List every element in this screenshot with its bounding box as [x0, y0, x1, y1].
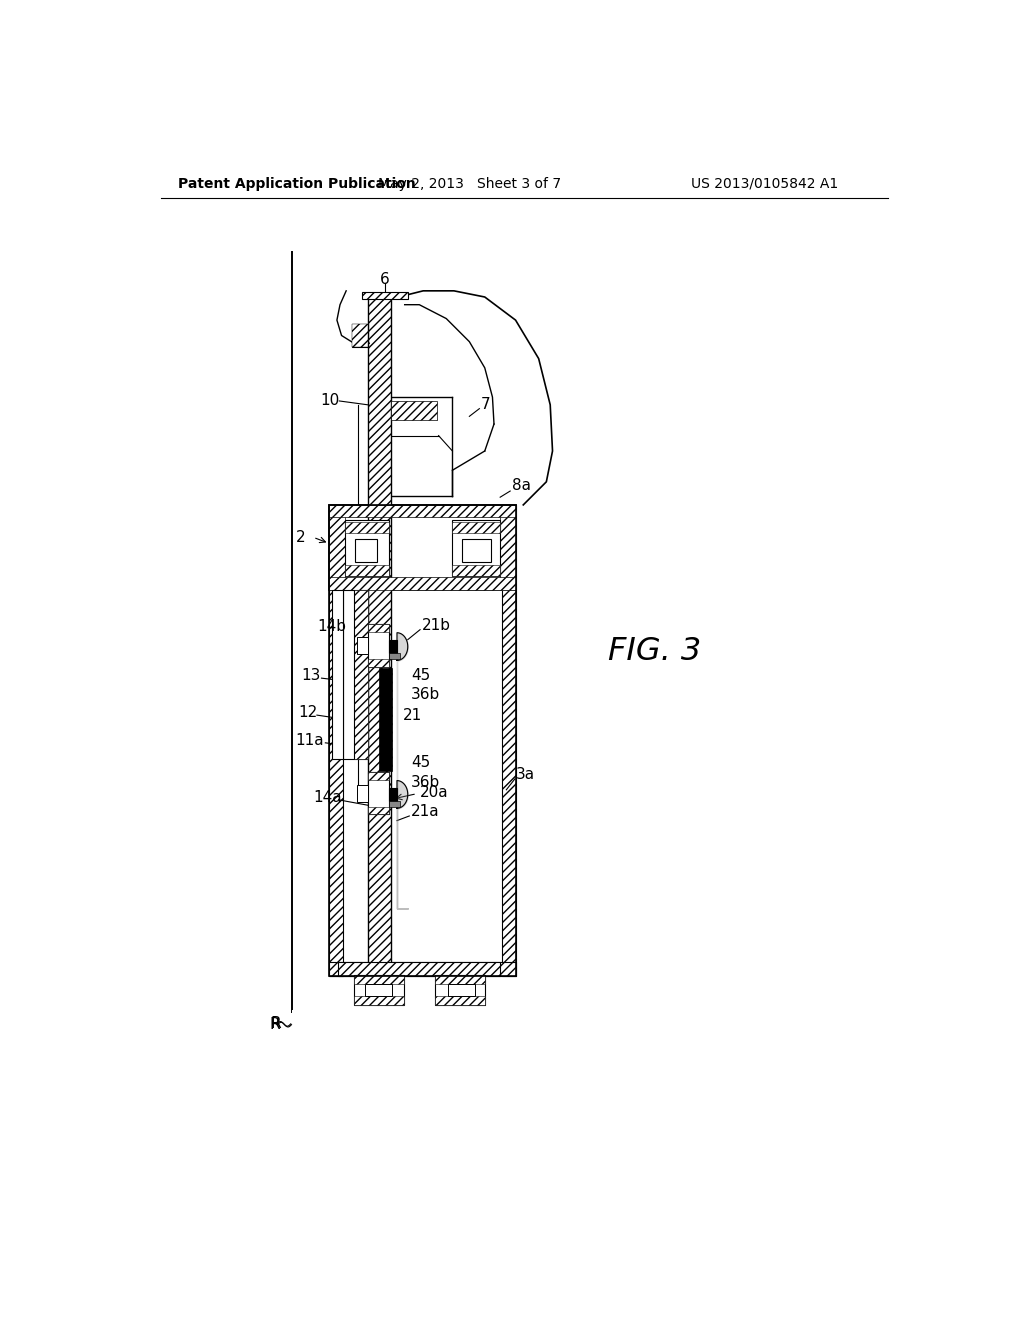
Bar — [354, 997, 403, 1006]
Text: Patent Application Publication: Patent Application Publication — [178, 177, 416, 191]
Bar — [343, 590, 354, 759]
Bar — [354, 590, 368, 759]
Bar — [500, 506, 515, 590]
Text: 12: 12 — [298, 705, 317, 721]
Bar — [389, 640, 397, 653]
Text: 21b: 21b — [422, 618, 451, 632]
Text: 14b: 14b — [316, 619, 346, 634]
Text: May 2, 2013   Sheet 3 of 7: May 2, 2013 Sheet 3 of 7 — [378, 177, 561, 191]
Bar — [435, 974, 484, 1006]
Bar — [339, 962, 500, 977]
Bar — [389, 653, 400, 659]
Bar — [345, 565, 389, 576]
Bar — [330, 590, 343, 977]
Text: R: R — [270, 1016, 282, 1031]
Bar — [379, 668, 392, 771]
Bar — [330, 506, 515, 977]
Bar — [453, 520, 500, 576]
Bar — [330, 506, 345, 590]
Text: 14a: 14a — [313, 789, 342, 805]
Text: 20a: 20a — [420, 784, 449, 800]
Bar — [330, 577, 515, 590]
Bar — [391, 401, 437, 420]
Bar — [352, 323, 368, 347]
Bar — [354, 590, 368, 759]
Text: 45: 45 — [411, 668, 430, 684]
Text: R: R — [269, 1018, 280, 1032]
Text: 45: 45 — [411, 755, 430, 770]
Bar — [389, 800, 400, 807]
Bar — [368, 293, 391, 784]
Bar — [352, 323, 368, 347]
Text: 21: 21 — [403, 709, 422, 723]
Bar — [368, 784, 391, 977]
Bar — [453, 565, 500, 576]
Bar — [345, 520, 389, 576]
Bar — [366, 983, 392, 997]
Text: 13: 13 — [301, 668, 321, 684]
Bar — [453, 521, 500, 533]
Bar — [368, 659, 389, 667]
Bar — [502, 506, 515, 977]
Bar — [435, 974, 484, 983]
Bar — [330, 962, 515, 977]
Bar — [357, 638, 368, 655]
Bar — [368, 624, 389, 667]
Bar — [447, 983, 475, 997]
Bar — [435, 997, 484, 1006]
Bar — [368, 772, 389, 814]
Text: 10: 10 — [321, 393, 340, 408]
Bar — [354, 974, 403, 1006]
Text: 6: 6 — [380, 272, 389, 286]
Bar — [357, 785, 368, 803]
Text: 36b: 36b — [411, 775, 440, 789]
Bar — [368, 807, 389, 814]
Text: 3a: 3a — [515, 767, 535, 781]
Text: 2: 2 — [296, 529, 306, 545]
Text: 8a: 8a — [512, 478, 530, 494]
Text: 7: 7 — [481, 397, 490, 412]
Bar — [345, 521, 389, 533]
Bar — [330, 506, 515, 590]
Bar — [333, 590, 343, 759]
Text: 36b: 36b — [411, 686, 440, 702]
Bar — [368, 624, 389, 632]
Bar — [355, 539, 377, 562]
Text: FIG. 3: FIG. 3 — [608, 636, 701, 667]
Bar — [462, 539, 490, 562]
Text: 21a: 21a — [411, 804, 439, 818]
Bar — [361, 292, 408, 300]
Text: US 2013/0105842 A1: US 2013/0105842 A1 — [691, 177, 839, 191]
Text: 11a: 11a — [295, 733, 324, 748]
Bar — [368, 772, 389, 780]
Bar — [330, 504, 515, 517]
Bar — [389, 788, 397, 800]
Bar — [354, 974, 403, 983]
